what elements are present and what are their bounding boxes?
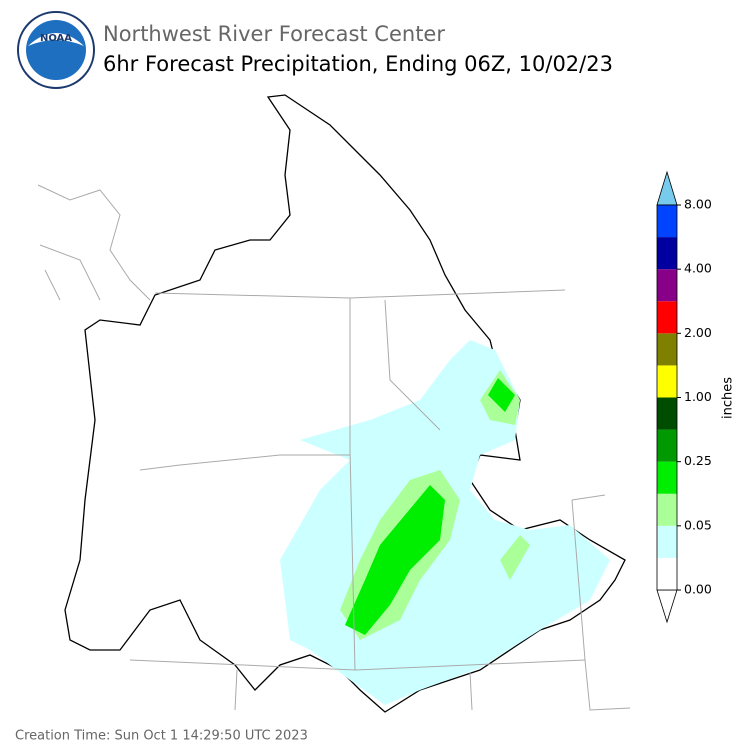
noaa-logo: NOAA [17,11,95,89]
colorbar-segment [657,205,677,238]
colorbar-tick-label: 1.00 [684,389,712,404]
colorbar-segment [657,557,677,590]
colorbar-tick-label: 2.00 [684,325,712,340]
colorbar-segment [657,525,677,558]
colorbar-segment [657,429,677,462]
colorbar-tick-label: 0.25 [684,453,712,468]
colorbar-tick-label: 8.00 [684,197,712,212]
subtitle: 6hr Forecast Precipitation, Ending 06Z, … [103,52,613,76]
colorbar-segment [657,397,677,430]
colorbar-under [656,589,678,624]
colorbar-segment [657,493,677,526]
colorbar-tick-label: 4.00 [684,261,712,276]
colorbar-segment [657,365,677,398]
map [37,94,631,713]
colorbar-label: inches [721,377,736,419]
colorbar-over [656,170,678,206]
colorbar-segment [657,269,677,302]
colorbar-segment [657,333,677,366]
colorbar-segment [657,237,677,270]
title: Northwest River Forecast Center [103,22,445,46]
logo-text: NOAA [40,33,72,44]
creation-time: Creation Time: Sun Oct 1 14:29:50 UTC 20… [15,729,308,744]
colorbar: 0.00 0.05 0.25 1.00 2.00 4.00 8.00 [656,170,712,624]
colorbar-tick-label: 0.00 [684,582,712,597]
colorbar-segment [657,461,677,494]
colorbar-segment [657,301,677,334]
colorbar-tick-label: 0.05 [684,517,712,532]
